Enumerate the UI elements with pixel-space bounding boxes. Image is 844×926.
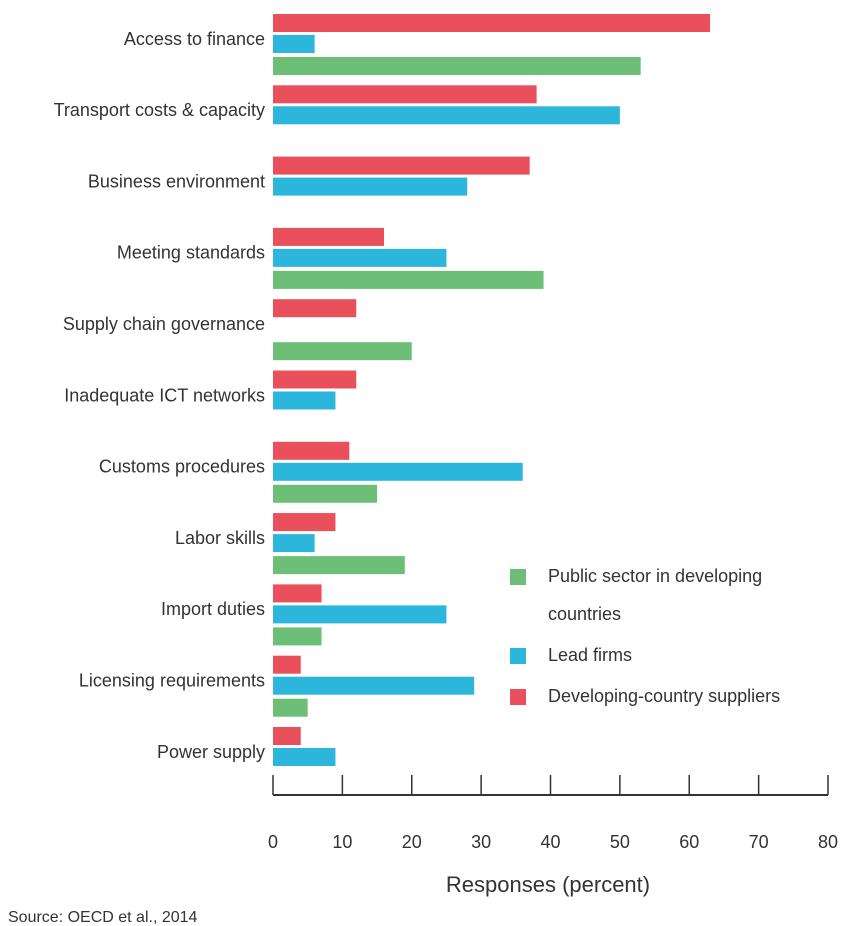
- x-tick-label: 70: [749, 832, 769, 852]
- y-tick-label: Licensing requirements: [79, 670, 265, 690]
- legend-swatch: [510, 648, 526, 664]
- bar: [273, 35, 315, 53]
- legend-item: Lead firms: [510, 645, 830, 674]
- y-tick-label: Transport costs & capacity: [54, 100, 265, 120]
- bar: [273, 177, 468, 196]
- y-tick-label: Access to finance: [124, 29, 265, 49]
- x-tick-label: 50: [610, 832, 630, 852]
- bar: [273, 57, 641, 75]
- bar: [273, 584, 322, 603]
- x-tick-label: 0: [268, 832, 278, 852]
- legend-label: Lead firms: [548, 645, 633, 665]
- bar: [273, 655, 301, 674]
- bar: [273, 227, 384, 246]
- bar: [273, 484, 378, 503]
- bar: [273, 342, 412, 361]
- bar: [273, 627, 322, 646]
- bar: [273, 370, 357, 389]
- legend-swatch: [510, 689, 526, 705]
- x-tick-label: 40: [540, 832, 560, 852]
- y-tick-label: Customs procedures: [99, 457, 265, 477]
- bar: [273, 748, 336, 766]
- bar: [273, 605, 447, 624]
- bar: [273, 248, 447, 267]
- legend-item: Developing-country suppliers: [510, 686, 830, 715]
- x-tick-label: 80: [818, 832, 838, 852]
- bar: [273, 106, 620, 125]
- legend-label: Public sector in developing countries: [548, 566, 763, 624]
- bar: [273, 462, 523, 481]
- y-tick-label: Labor skills: [175, 528, 265, 548]
- x-tick-label: 20: [402, 832, 422, 852]
- bar: [273, 85, 537, 104]
- legend-swatch: [510, 569, 526, 585]
- bar: [273, 441, 350, 460]
- x-axis-title: Responses (percent): [446, 872, 650, 897]
- source: Source: OECD et al., 2014: [8, 909, 198, 926]
- y-tick-label: Meeting standards: [117, 243, 265, 263]
- bar: [273, 727, 301, 745]
- bar: [273, 156, 530, 175]
- bar: [273, 513, 336, 532]
- x-tick-label: 30: [471, 832, 491, 852]
- y-tick-label: Import duties: [161, 599, 265, 619]
- bar: [273, 14, 711, 32]
- bar: [273, 556, 405, 575]
- bar: [273, 299, 357, 318]
- y-tick-label: Power supply: [157, 742, 265, 762]
- legend: Public sector in developing countries Lea…: [510, 566, 830, 727]
- bar: [273, 391, 336, 410]
- x-tick-label: 10: [332, 832, 352, 852]
- y-tick-label: Business environment: [88, 171, 265, 191]
- bar: [273, 270, 544, 289]
- x-tick-label: 60: [679, 832, 699, 852]
- y-tick-label: Supply chain governance: [63, 314, 265, 334]
- bar: [273, 698, 308, 717]
- y-tick-label: Inadequate ICT networks: [64, 385, 265, 405]
- legend-label: Developing-country suppliers: [548, 686, 781, 706]
- bar: [273, 534, 315, 553]
- legend-item: Public sector in developing countries: [510, 566, 830, 633]
- bar: [273, 676, 475, 695]
